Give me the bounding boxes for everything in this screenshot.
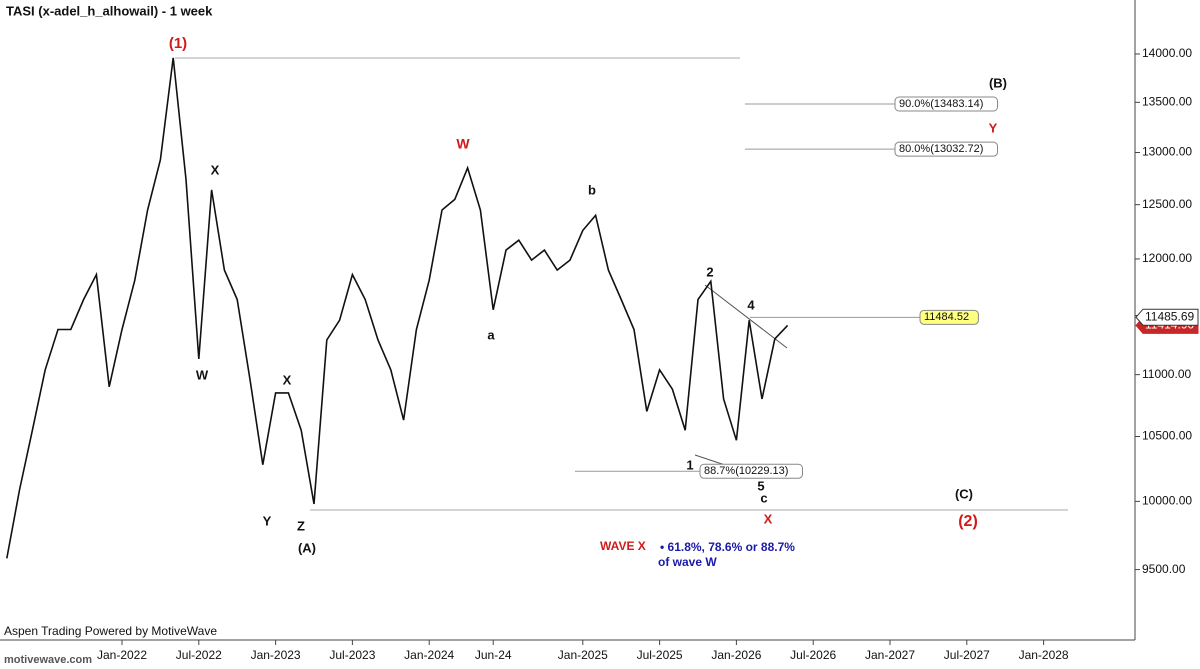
price-tag-label: 11485.69 [1145,309,1194,323]
wave-label: Y [263,513,272,528]
x-tick-label: Jul-2026 [790,648,836,662]
x-tick-label: Jul-2025 [637,648,683,662]
x-tick-label: Jul-2023 [329,648,375,662]
level-label: 88.7%(10229.13) [704,465,788,477]
y-tick-label: 10500.00 [1142,429,1192,443]
price-line [6,57,789,559]
note: • 61.8%, 78.6% or 88.7% [660,540,795,554]
wave-label: W [456,136,470,152]
wave-label: c [760,490,767,505]
x-tick-label: Jan-2023 [251,648,301,662]
wave-label: 1 [686,457,693,472]
x-tick-label: Jan-2024 [404,648,454,662]
level-label-box [894,96,998,112]
y-tick-label: 9500.00 [1142,562,1186,576]
x-tick-label: Jan-2026 [711,648,761,662]
footer: Aspen Trading Powered by MotiveWave [4,624,217,638]
note: WAVE X [600,539,646,553]
wave-label: 5 [757,478,764,493]
y-tick-label: 10000.00 [1142,494,1192,508]
level-label: 80.0%(13032.72) [899,143,983,155]
price-tag [1135,308,1199,326]
y-tick-label: 13500.00 [1142,95,1192,109]
x-tick-label: Jun-24 [475,648,512,662]
y-tick-label: 11000.00 [1142,367,1191,381]
x-tick-label: Jan-2022 [97,648,147,662]
wave-label: X [283,372,292,387]
y-tick-label: 13000.00 [1142,145,1192,159]
level-label-box [919,309,979,325]
x-tick-label: Jul-2022 [176,648,222,662]
wave-label: a [487,327,495,342]
wave-label: Y [989,120,998,135]
y-tick-label: 14000.00 [1142,46,1192,60]
x-tick-label: Jan-2028 [1019,648,1069,662]
wave-label: (B) [989,75,1007,90]
annotations: (1) X W X Y Z (A) W a b 2 4 1 5 c X (B) … [169,35,1007,569]
wave-label: (2) [958,513,978,530]
level-label-box [894,141,998,157]
wave-label: Z [297,518,305,533]
wave-label: (A) [298,540,316,555]
wave-label: b [588,182,596,197]
y-tick-label: 12000.00 [1142,251,1192,265]
wave-label: (C) [955,486,973,501]
x-tick-label: Jan-2027 [865,648,915,662]
x-tick-label: Jan-2025 [558,648,608,662]
wave-label: X [764,511,773,526]
note: of wave W [658,555,717,569]
level-label-box [699,463,803,479]
wave-label: 4 [747,297,755,312]
level-label: 11484.52 [924,311,969,323]
wave-label: 2 [706,264,713,279]
chart-title: TASI (x-adel_h_alhowail) - 1 week [6,3,213,18]
x-tick-label: Jul-2027 [944,648,990,662]
watermark: motivewave.com [4,654,92,664]
level-label: 90.0%(13483.14) [899,98,983,110]
wave-label: W [196,367,209,382]
y-tick-label: 12500.00 [1142,197,1192,211]
wave-label: X [211,162,220,177]
trend-line [704,284,788,349]
wave-label: (1) [169,35,187,52]
